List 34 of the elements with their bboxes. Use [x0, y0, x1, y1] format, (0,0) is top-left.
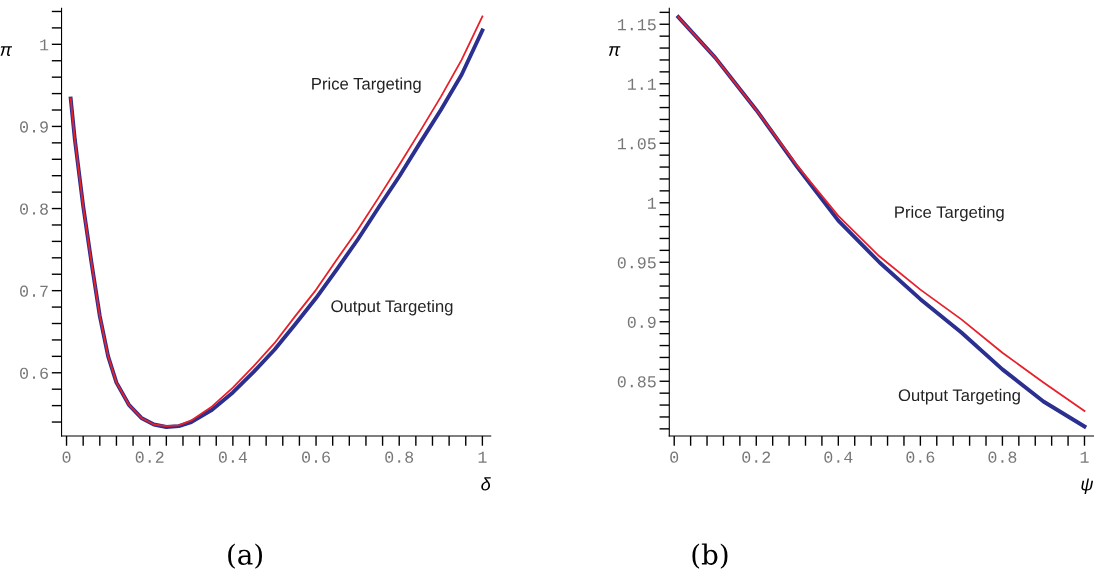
x-axis-title: δ	[481, 477, 491, 491]
series-label: Price Targeting	[312, 77, 421, 93]
x-tick-label: 0	[62, 451, 71, 463]
y-tick-label: 0.7	[20, 285, 48, 297]
y-tick-label: 1	[647, 197, 656, 209]
y-tick-label: 0.9	[20, 121, 48, 133]
x-tick-label: 0.8	[988, 451, 1017, 463]
x-tick-label: 0.4	[218, 451, 248, 463]
x-tick-label: 0.6	[906, 451, 935, 463]
y-tick-label: 1.05	[617, 138, 656, 150]
y-axis-title: π	[608, 46, 621, 56]
series-label: Output Targeting	[331, 299, 453, 316]
x-tick-label: 0.4	[824, 451, 853, 463]
x-tick-label: 1	[1080, 451, 1089, 463]
y-axis-title: π	[0, 46, 13, 56]
y-tick-label: 0.8	[20, 203, 48, 215]
x-tick-label: 0.8	[385, 451, 414, 463]
y-tick-label: 1	[40, 39, 49, 51]
text: (a)	[228, 543, 262, 569]
x-tick-label: 1	[478, 451, 487, 463]
x-tick-label: 0	[670, 451, 679, 463]
y-tick-label: 1.15	[617, 19, 656, 31]
series-label: Output Targeting	[898, 388, 1020, 405]
x-tick-label: 0.2	[742, 451, 771, 463]
y-tick-label: 0.85	[617, 376, 656, 388]
text: Price Targeting	[895, 205, 1004, 222]
y-tick-label: 0.95	[617, 257, 656, 269]
y-tick-label: 0.6	[20, 367, 48, 379]
x-axis-title: ψ	[1081, 478, 1094, 495]
text: (b)	[692, 543, 728, 569]
x-tick-label: 0.6	[302, 451, 330, 463]
y-tick-label: 0.9	[627, 316, 656, 328]
x-tick-label: 0.2	[135, 451, 164, 463]
y-tick-label: 1.1	[627, 78, 656, 90]
